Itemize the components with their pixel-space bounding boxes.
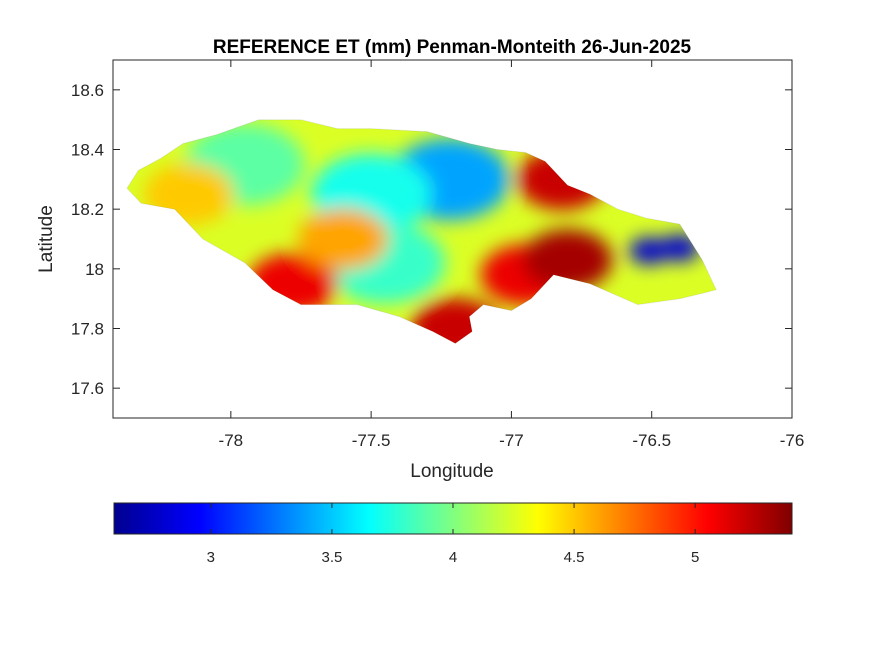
colorbar-gradient [113,502,793,535]
colorbar-tick-label: 4.5 [564,549,585,566]
axes-box [112,59,793,419]
colorbar-ticks: 3 3.5 4 4.5 5 [207,503,699,566]
plot-title: REFERENCE ET (mm) Penman-Monteith 26-Jun… [213,37,692,58]
x-tick-label: -77.5 [352,431,391,450]
y-tick-label: 18 [85,260,104,279]
x-tick-label: -76.5 [632,431,671,450]
colorbar-tick-label: 3 [207,549,215,566]
et-value-blob [522,229,613,291]
map-axes: -78 -77.5 -77 -76.5 -76 17.6 17.8 18 18.2 18.4 18… [71,59,805,450]
y-tick-label: 18.6 [71,81,104,100]
y-axis: 17.6 17.8 18 18.2 18.4 18.6 [71,81,792,398]
y-tick-label: 17.8 [71,320,104,339]
et-value-blob [298,208,389,270]
y-tick-label: 17.6 [71,379,104,398]
et-value-blob [628,237,669,265]
colorbar: 3 3.5 4 4.5 5 [113,502,793,566]
x-axis: -78 -77.5 -77 -76.5 -76 [219,60,805,450]
x-tick-label: -78 [219,431,244,450]
colorbar-tick-label: 3.5 [321,549,342,566]
colorbar-tick-label: 5 [691,549,699,566]
y-axis-label: Latitude [36,205,57,273]
x-tick-label: -77 [499,431,524,450]
x-axis-label: Longitude [410,461,493,482]
et-value-blob [659,234,700,262]
y-tick-label: 18.2 [71,200,104,219]
x-tick-label: -76 [780,431,805,450]
island-outline [126,119,717,344]
y-tick-label: 18.4 [71,141,104,160]
colorbar-tick-label: 4 [449,549,457,566]
